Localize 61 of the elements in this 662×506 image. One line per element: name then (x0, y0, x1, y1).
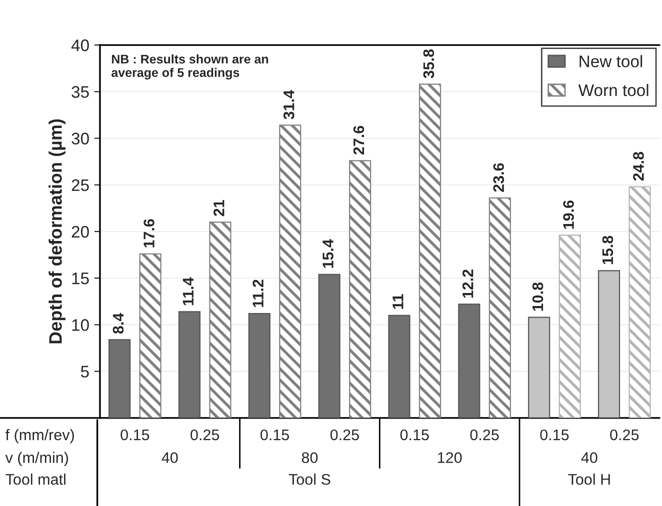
data-label: 35.8 (423, 49, 434, 78)
data-label: 11 (392, 294, 404, 309)
x-tick-label: 0.15 (120, 429, 150, 440)
data-label: 8.4 (112, 312, 124, 334)
x-tick-label: 0.15 (400, 429, 429, 440)
y-tick-label: 20 (72, 226, 89, 238)
data-label: 23.6 (493, 163, 504, 192)
data-label: 21 (214, 200, 224, 216)
y-tick-label: 10 (72, 319, 89, 331)
legend-label: New tool (580, 55, 642, 68)
bar (488, 197, 511, 418)
data-label: 11.4 (182, 277, 194, 306)
y-axis-title: Depth of deformation (µm) (48, 119, 66, 344)
data-label: 15.8 (602, 236, 614, 264)
text: 120 (438, 452, 462, 464)
data-label: 15.4 (322, 239, 334, 268)
y-tick-label: 15 (72, 272, 89, 284)
text: 80 (302, 452, 318, 464)
data-label: 17.6 (144, 219, 154, 248)
bar (628, 186, 651, 418)
text: Tool S (288, 474, 330, 485)
data-label: 27.6 (353, 126, 364, 155)
data-label: 10.8 (532, 282, 544, 311)
data-label: 31.4 (283, 90, 294, 120)
bar (388, 314, 410, 418)
x-tick-label: 0.15 (260, 429, 289, 440)
bar (349, 160, 372, 418)
bar (248, 312, 270, 418)
data-label: 12.2 (462, 270, 474, 298)
text: 40 (581, 452, 598, 464)
y-tick-label: 40 (71, 39, 89, 52)
bar (558, 234, 581, 418)
text: Tool H (568, 474, 610, 485)
x-tick-label: 0.15 (540, 429, 569, 440)
x-tick-label: 0.25 (470, 429, 499, 440)
y-tick-label: 30 (72, 132, 89, 144)
x-tick-label: 0.25 (190, 429, 220, 440)
bar (598, 270, 620, 418)
data-label: 19.6 (563, 200, 574, 229)
bar (318, 274, 340, 418)
legend-label: Worn tool (578, 84, 648, 96)
text: 40 (162, 452, 178, 464)
text: Tool matl (6, 474, 66, 485)
y-tick-label: 35 (72, 86, 89, 98)
text: v (m/min) (5, 452, 68, 466)
text: f (mm/rev) (6, 429, 74, 444)
bar (418, 84, 442, 418)
bar (458, 304, 480, 418)
x-tick-label: 0.25 (330, 429, 359, 440)
bar (108, 339, 131, 418)
bar (209, 222, 232, 418)
bar (178, 311, 201, 418)
bar (528, 316, 550, 418)
bar (279, 124, 302, 418)
annotation: NB : Results shown are an average of 5 readings (112, 54, 268, 80)
y-tick-label: 25 (72, 179, 89, 192)
data-label: 24.8 (633, 152, 644, 181)
y-tick-label: 5 (80, 366, 89, 378)
bar (139, 253, 162, 418)
x-tick-label: 0.25 (610, 429, 639, 440)
data-label: 11.2 (252, 280, 264, 308)
